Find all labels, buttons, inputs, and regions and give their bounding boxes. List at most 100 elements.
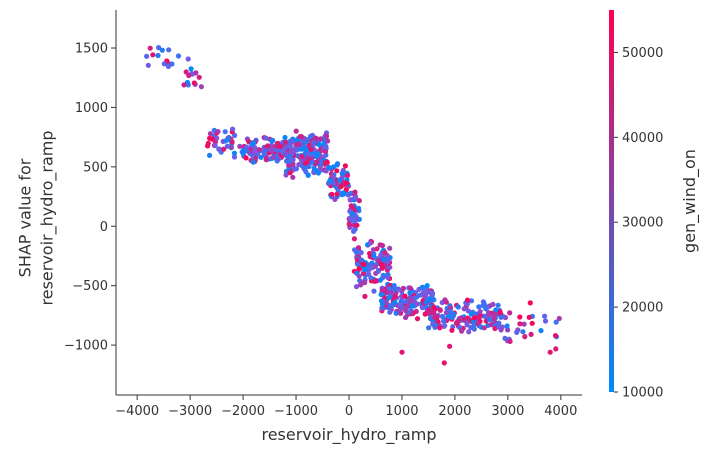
scatter-point	[340, 191, 346, 197]
scatter-point	[403, 308, 409, 314]
scatter-point	[448, 305, 454, 311]
scatter-point	[472, 315, 478, 321]
scatter-point	[338, 184, 344, 190]
scatter-point	[348, 190, 354, 197]
scatter-point	[351, 228, 357, 234]
scatter-points	[144, 45, 562, 366]
scatter-point	[231, 154, 238, 160]
scatter-point	[378, 291, 384, 298]
scatter-point	[395, 286, 401, 292]
scatter-point	[419, 305, 425, 311]
scatter-point	[318, 136, 324, 142]
scatter-point	[188, 66, 194, 72]
x-tick-label: −2000	[221, 404, 265, 419]
scatter-point	[431, 297, 437, 303]
scatter-point	[334, 162, 340, 168]
scatter-point	[337, 177, 343, 183]
scatter-point	[553, 346, 559, 352]
x-tick-label: 4000	[544, 404, 577, 419]
scatter-point	[156, 45, 162, 51]
scatter-point	[409, 303, 415, 309]
scatter-point	[382, 249, 388, 256]
scatter-point	[357, 249, 363, 255]
scatter-point	[355, 245, 362, 251]
scatter-point	[270, 154, 276, 160]
scatter-point	[471, 326, 477, 332]
scatter-point	[526, 314, 532, 320]
scatter-point	[402, 293, 408, 299]
y-tick-label: 1500	[75, 42, 108, 57]
scatter-point	[263, 135, 269, 141]
scatter-point	[504, 323, 510, 329]
scatter-point	[354, 270, 360, 276]
x-tick-label: 2000	[438, 404, 471, 419]
scatter-point	[193, 70, 199, 76]
scatter-point	[207, 152, 213, 158]
scatter-point	[231, 150, 237, 156]
scatter-point	[295, 141, 302, 147]
scatter-point	[514, 329, 520, 335]
scatter-point	[323, 133, 330, 139]
scatter-point	[244, 148, 250, 154]
scatter-point	[222, 129, 228, 135]
scatter-point	[356, 198, 362, 204]
scatter-point-outlier	[399, 349, 405, 355]
scatter-point	[360, 280, 366, 286]
scatter-point	[542, 313, 548, 319]
scatter-point	[538, 328, 544, 334]
scatter-point	[265, 143, 271, 149]
scatter-point	[186, 72, 192, 79]
scatter-point	[224, 143, 230, 149]
scatter-point	[161, 61, 167, 67]
scatter-point	[528, 331, 534, 337]
scatter-point	[393, 310, 399, 316]
scatter-point	[522, 334, 528, 340]
scatter-point	[222, 138, 229, 144]
scatter-point	[166, 47, 172, 53]
colorbar-tick-label: 50000	[622, 46, 663, 61]
scatter-point	[502, 335, 508, 341]
scatter-point	[476, 304, 482, 310]
x-tick-label: −1000	[274, 404, 318, 419]
scatter-point	[481, 325, 487, 331]
scatter-point	[345, 172, 351, 178]
scatter-point	[346, 221, 352, 227]
scatter-point	[290, 174, 296, 180]
scatter-point	[392, 293, 398, 299]
scatter-point	[356, 205, 362, 211]
scatter-point	[376, 258, 382, 264]
scatter-point	[421, 289, 427, 295]
axes	[115, 10, 582, 396]
y-axis-label-line-2: reservoir_hydro_ramp	[38, 130, 58, 305]
scatter-point	[443, 310, 449, 316]
colorbar-tick-label: 10000	[622, 386, 663, 401]
scatter-point	[377, 277, 383, 283]
scatter-point	[354, 222, 360, 228]
scatter-point-outlier	[447, 343, 453, 349]
scatter-point	[308, 146, 314, 152]
scatter-point	[414, 316, 421, 322]
scatter-point	[323, 143, 329, 150]
scatter-point	[342, 163, 348, 169]
scatter-point	[221, 146, 227, 152]
scatter-point	[293, 128, 299, 134]
colorbar-tick-label: 20000	[622, 301, 663, 316]
scatter-point	[344, 180, 350, 186]
scatter-point	[428, 290, 434, 296]
scatter-point	[282, 134, 288, 141]
scatter-point-outlier	[441, 360, 447, 366]
scatter-point	[196, 74, 202, 80]
scatter-point	[252, 148, 258, 154]
scatter-point	[468, 311, 474, 317]
scatter-point	[198, 84, 204, 90]
scatter-point	[426, 307, 432, 313]
y-tick-label: 500	[83, 160, 108, 175]
scatter-point	[352, 247, 358, 253]
scatter-point	[268, 147, 274, 153]
scatter-point	[386, 285, 392, 291]
scatter-point	[414, 301, 420, 307]
scatter-point	[517, 314, 523, 320]
scatter-point	[493, 307, 499, 313]
colorbar-label: gen_wind_on	[680, 149, 700, 253]
scatter-point	[334, 191, 340, 197]
